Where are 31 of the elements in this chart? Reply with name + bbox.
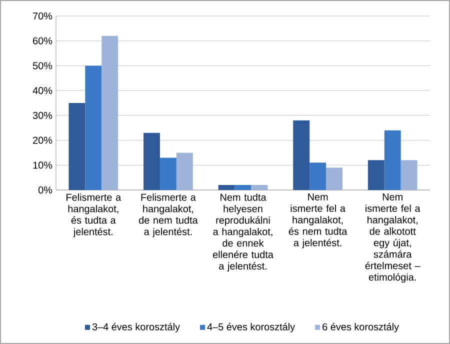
bar	[85, 66, 102, 190]
bar	[160, 158, 176, 190]
x-tick-label: Nem ismerte fel a hangalakot, és nem tudta a jelentést.	[288, 194, 348, 248]
y-tick-label: 10%	[33, 162, 52, 169]
y-tick-label: 70%	[33, 12, 52, 20]
legend-label: 3–4 éves korosztály	[92, 322, 180, 332]
bar	[384, 130, 401, 190]
bar	[400, 160, 418, 190]
bar	[326, 168, 342, 190]
x-tick-label: Nem ismerte fel a hangalakot, de alkotott egy újat, számára értelmeset – etimológia.	[365, 194, 420, 283]
x-tick-label: Felismerte a hangalakot, és tudta a jelentést.	[66, 194, 122, 238]
bar	[68, 103, 86, 190]
bar	[234, 185, 252, 190]
bar	[176, 152, 193, 190]
y-tick-label: 20%	[33, 136, 52, 144]
y-tick-label: 50%	[32, 62, 52, 70]
bar	[218, 185, 235, 190]
x-tick-label: Felismerte a hangalakot, de nem tudta a jelentést.	[138, 194, 198, 238]
y-tick-label: 40%	[32, 87, 52, 94]
bar	[368, 160, 384, 190]
legend-label: 4–5 éves korosztály	[207, 322, 296, 332]
bar	[102, 36, 118, 190]
bar	[293, 120, 310, 190]
bar	[144, 132, 160, 190]
y-tick-label: 0%	[38, 186, 52, 194]
y-tick-label: 60%	[33, 37, 52, 44]
bar	[251, 185, 268, 190]
legend-label: 6 éves korosztály	[322, 322, 399, 332]
bar	[310, 162, 326, 190]
x-tick-label: Nem tudta helyesen reprodukálni a hangalakot, de ennek ellenére tudta a jelentést.	[212, 194, 274, 272]
y-tick-label: 30%	[32, 112, 52, 119]
